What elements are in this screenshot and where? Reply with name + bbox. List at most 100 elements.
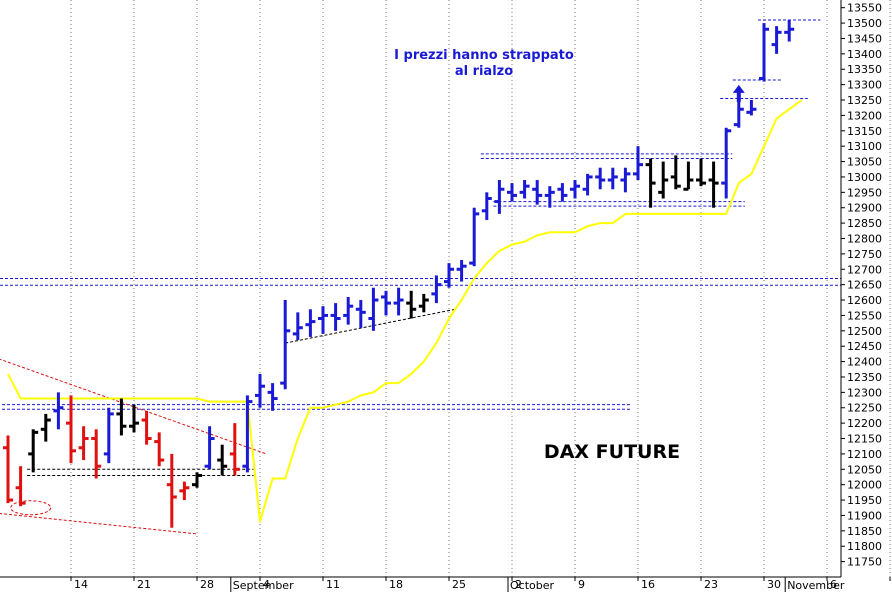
- ohlc-bar: [3, 435, 13, 504]
- ohlc-bars-layer: [3, 20, 795, 528]
- ohlc-bar: [129, 404, 139, 433]
- month-label: October: [510, 579, 554, 592]
- ohlc-bar: [670, 155, 681, 190]
- x-tick-label: 9: [578, 578, 585, 591]
- y-tick-label: 12250: [847, 402, 882, 415]
- ohlc-bar: [595, 167, 606, 190]
- ohlc-bar: [66, 395, 76, 464]
- y-tick-label: 12000: [847, 479, 882, 492]
- ohlc-bar: [444, 263, 454, 288]
- y-tick-label: 12300: [847, 386, 882, 399]
- pattern-ellipse: [10, 500, 52, 516]
- ohlc-bar: [192, 472, 202, 488]
- ohlc-bar: [406, 290, 417, 319]
- ohlc-bar: [318, 306, 328, 334]
- ohlc-bar: [519, 180, 530, 199]
- y-tick-label: 12750: [847, 248, 882, 261]
- y-tick-label: 12650: [847, 279, 882, 292]
- y-tick-label: 12500: [847, 325, 882, 338]
- y-tick-label: 13250: [847, 94, 882, 107]
- ohlc-bar: [355, 300, 366, 328]
- ohlc-bar: [229, 423, 240, 476]
- y-tick-label: 13200: [847, 109, 882, 122]
- ohlc-bar: [103, 407, 114, 464]
- x-tick-label: 14: [74, 578, 88, 591]
- ohlc-bar: [15, 466, 26, 507]
- ohlc-bar: [607, 167, 618, 190]
- trailing-stop-line: [7, 99, 803, 523]
- ohlc-bar: [242, 395, 253, 473]
- ohlc-bar: [28, 429, 39, 473]
- ohlc-bar: [645, 158, 656, 208]
- ohlc-bar: [620, 167, 631, 193]
- x-tick-label: 21: [137, 578, 151, 591]
- y-tick-label: 13150: [847, 125, 882, 138]
- y-tick-label: 13350: [847, 63, 882, 76]
- x-tick-label: 30: [767, 578, 781, 591]
- y-tick-label: 12900: [847, 202, 882, 215]
- ohlc-bar: [154, 432, 165, 467]
- y-tick-label: 13000: [847, 171, 882, 184]
- y-tick-label: 13050: [847, 156, 882, 169]
- ohlc-bar: [40, 413, 51, 442]
- x-tick-label: 2: [515, 578, 522, 591]
- x-tick-label: 25: [452, 578, 466, 591]
- y-tick-label: 12450: [847, 340, 882, 353]
- ohlc-bar: [759, 23, 769, 82]
- y-tick-label: 12950: [847, 186, 882, 199]
- ohlc-bar: [116, 398, 127, 436]
- ohlc-bar: [721, 127, 732, 199]
- month-label: November: [787, 579, 845, 592]
- ohlc-bar: [658, 161, 669, 199]
- y-tick-label: 12400: [847, 356, 882, 369]
- y-tick-label: 11900: [847, 509, 882, 522]
- ohlc-bar: [179, 481, 190, 501]
- x-tick-label: 16: [641, 578, 655, 591]
- y-tick-label: 13100: [847, 140, 882, 153]
- ohlc-bar: [330, 303, 341, 331]
- ohlc-bar: [481, 192, 492, 221]
- x-tick-label: 18: [389, 578, 403, 591]
- grid-layer: [70, 0, 891, 577]
- ohlc-bar: [733, 100, 744, 128]
- ohlc-bar: [633, 146, 643, 181]
- ohlc-bar: [91, 429, 102, 479]
- y-tick-label: 12200: [847, 417, 882, 430]
- ohlc-bar: [696, 158, 706, 187]
- ohlc-bar: [469, 207, 480, 267]
- trendline: [0, 513, 198, 535]
- ohlc-bar: [557, 183, 568, 202]
- ohlc-bar: [708, 161, 719, 208]
- overlay-lines-layer: [0, 19, 841, 535]
- ohlc-bar: [456, 260, 467, 282]
- ohlc-bar: [368, 287, 379, 331]
- ohlc-bar: [381, 290, 391, 316]
- y-tick-label: 13400: [847, 48, 882, 61]
- ohlc-bar: [204, 426, 215, 470]
- y-tick-label: 13450: [847, 32, 882, 45]
- ohlc-bar: [78, 426, 89, 461]
- ohlc-bar: [431, 275, 442, 304]
- ohlc-bar: [746, 100, 757, 116]
- ohlc-bar: [305, 309, 316, 337]
- ohlc-bar: [570, 180, 580, 199]
- ohlc-bar: [141, 410, 152, 445]
- ohlc-bar: [280, 300, 291, 390]
- ohlc-bar: [292, 312, 303, 341]
- x-tick-label: 11: [326, 578, 340, 591]
- y-tick-label: 12600: [847, 294, 882, 307]
- y-tick-label: 12350: [847, 371, 882, 384]
- x-tick-label: 4: [263, 578, 270, 591]
- y-tick-label: 11750: [847, 556, 882, 569]
- ohlc-bar: [217, 444, 228, 476]
- y-tick-label: 12150: [847, 433, 882, 446]
- ohlc-bar: [255, 373, 265, 408]
- ohlc-bar: [393, 287, 404, 316]
- annotation-text: al rialzo: [455, 64, 513, 79]
- ohlc-bar: [784, 20, 795, 42]
- up-arrow-icon: [732, 84, 745, 102]
- month-label: September: [233, 579, 294, 592]
